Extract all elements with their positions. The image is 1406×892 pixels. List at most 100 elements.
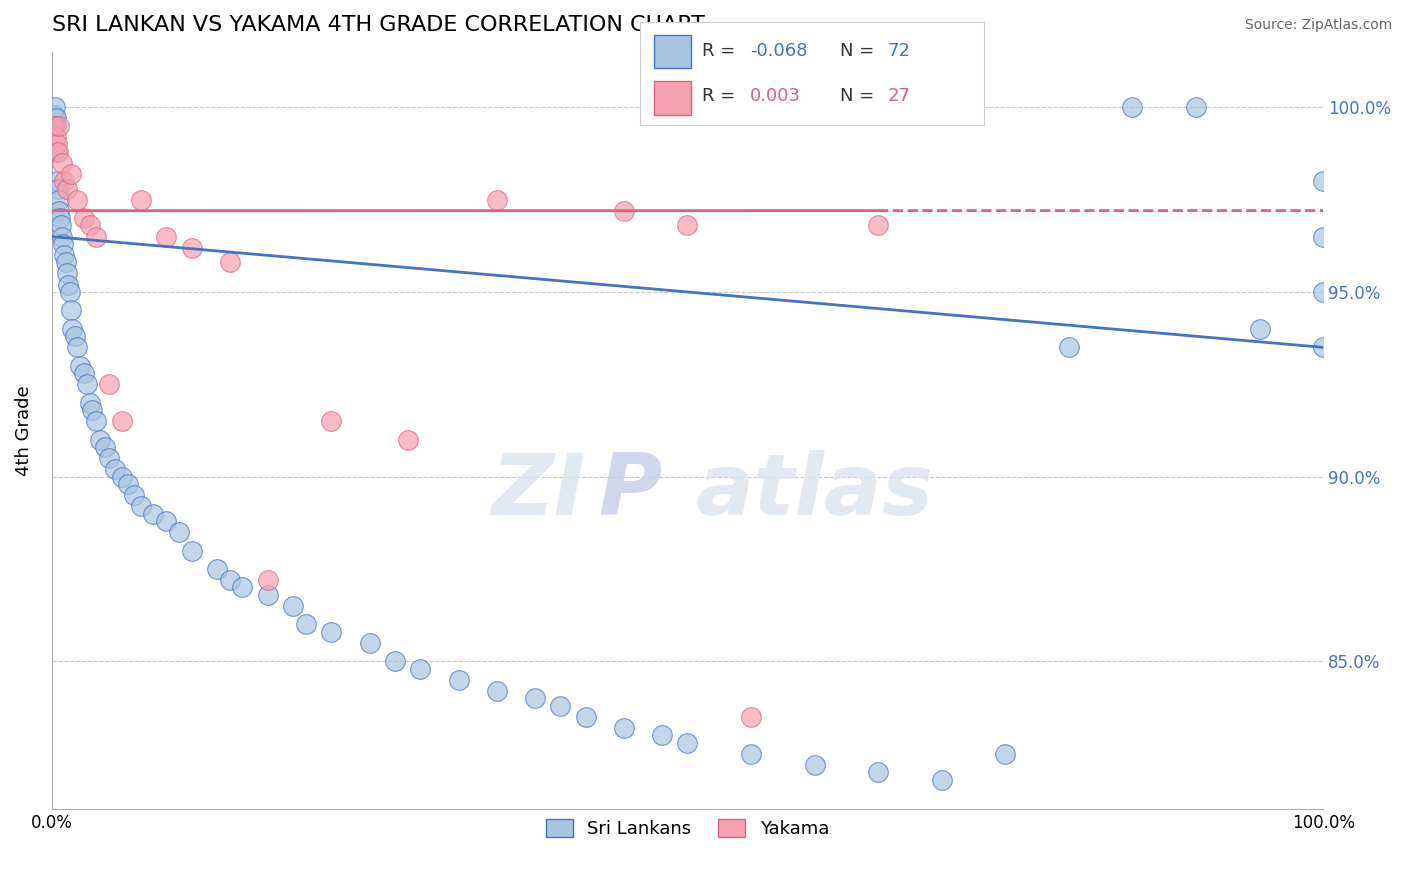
Text: 0.003: 0.003 xyxy=(749,87,801,105)
Point xyxy=(44,100,66,114)
Point xyxy=(384,654,406,668)
Text: -0.068: -0.068 xyxy=(749,42,807,60)
Point xyxy=(51,155,73,169)
Text: SRI LANKAN VS YAKAMA 4TH GRADE CORRELATION CHART: SRI LANKAN VS YAKAMA 4TH GRADE CORRELATI… xyxy=(52,15,704,35)
Point xyxy=(76,377,98,392)
Point xyxy=(231,581,253,595)
Text: R =: R = xyxy=(702,42,741,60)
Point xyxy=(676,736,699,750)
Text: N =: N = xyxy=(839,42,880,60)
Point xyxy=(1249,322,1271,336)
Point xyxy=(359,636,381,650)
Point xyxy=(994,747,1017,761)
Legend: Sri Lankans, Yakama: Sri Lankans, Yakama xyxy=(538,812,837,846)
Point xyxy=(205,562,228,576)
Point xyxy=(72,211,94,225)
Text: Source: ZipAtlas.com: Source: ZipAtlas.com xyxy=(1244,18,1392,32)
Point xyxy=(66,340,89,354)
Point xyxy=(72,366,94,380)
Point xyxy=(575,710,598,724)
Point xyxy=(56,267,79,281)
Point xyxy=(676,219,699,233)
Point xyxy=(740,747,762,761)
Point xyxy=(1312,340,1334,354)
Point xyxy=(45,145,67,159)
Point xyxy=(129,193,152,207)
Point xyxy=(42,119,65,133)
Point xyxy=(396,433,419,447)
Point xyxy=(79,396,101,410)
Text: R =: R = xyxy=(702,87,741,105)
Point xyxy=(321,624,343,639)
Point xyxy=(48,203,70,218)
Point xyxy=(111,469,134,483)
Point xyxy=(51,229,73,244)
Point xyxy=(117,477,139,491)
Point xyxy=(180,543,202,558)
Point xyxy=(94,440,117,454)
Point xyxy=(45,112,67,126)
Point xyxy=(447,673,470,687)
Point xyxy=(523,691,546,706)
Point xyxy=(58,277,80,292)
Point xyxy=(868,219,890,233)
Point xyxy=(155,229,177,244)
Point xyxy=(257,588,280,602)
Point xyxy=(111,414,134,428)
Point xyxy=(53,248,76,262)
Point xyxy=(218,255,240,269)
Point xyxy=(44,119,66,133)
Point xyxy=(46,145,69,159)
Point xyxy=(321,414,343,428)
Point xyxy=(485,193,508,207)
Point xyxy=(79,219,101,233)
Point xyxy=(1057,340,1080,354)
Point xyxy=(485,684,508,698)
Point xyxy=(97,377,120,392)
Point xyxy=(49,219,72,233)
Point xyxy=(60,322,83,336)
Text: 27: 27 xyxy=(887,87,911,105)
Point xyxy=(1121,100,1143,114)
Point xyxy=(66,193,89,207)
Point xyxy=(52,236,75,251)
Point xyxy=(53,174,76,188)
Point xyxy=(84,414,107,428)
Point xyxy=(59,167,82,181)
Point xyxy=(58,285,80,299)
Point xyxy=(84,229,107,244)
Point xyxy=(295,617,318,632)
Point xyxy=(49,211,72,225)
Y-axis label: 4th Grade: 4th Grade xyxy=(15,385,32,475)
Point xyxy=(142,507,165,521)
Point xyxy=(931,772,953,787)
Point xyxy=(167,524,190,539)
Text: atlas: atlas xyxy=(696,450,934,533)
Point xyxy=(89,433,111,447)
Point xyxy=(63,329,86,343)
Point xyxy=(124,488,146,502)
Point xyxy=(155,514,177,528)
Point xyxy=(803,757,825,772)
Point xyxy=(1312,229,1334,244)
Point xyxy=(104,462,127,476)
Point xyxy=(1312,174,1334,188)
FancyBboxPatch shape xyxy=(654,81,692,114)
Point xyxy=(550,698,572,713)
Point xyxy=(613,721,636,735)
Point xyxy=(613,203,636,218)
Point xyxy=(46,181,69,195)
Point xyxy=(45,129,67,144)
Point xyxy=(1185,100,1208,114)
Point xyxy=(44,108,66,122)
Text: N =: N = xyxy=(839,87,880,105)
Point xyxy=(82,403,104,417)
Text: ZI: ZI xyxy=(491,450,586,533)
Point xyxy=(48,193,70,207)
Point xyxy=(740,710,762,724)
Point xyxy=(56,181,79,195)
Point xyxy=(45,119,67,133)
Point xyxy=(46,174,69,188)
Point xyxy=(868,765,890,780)
Point xyxy=(129,500,152,514)
